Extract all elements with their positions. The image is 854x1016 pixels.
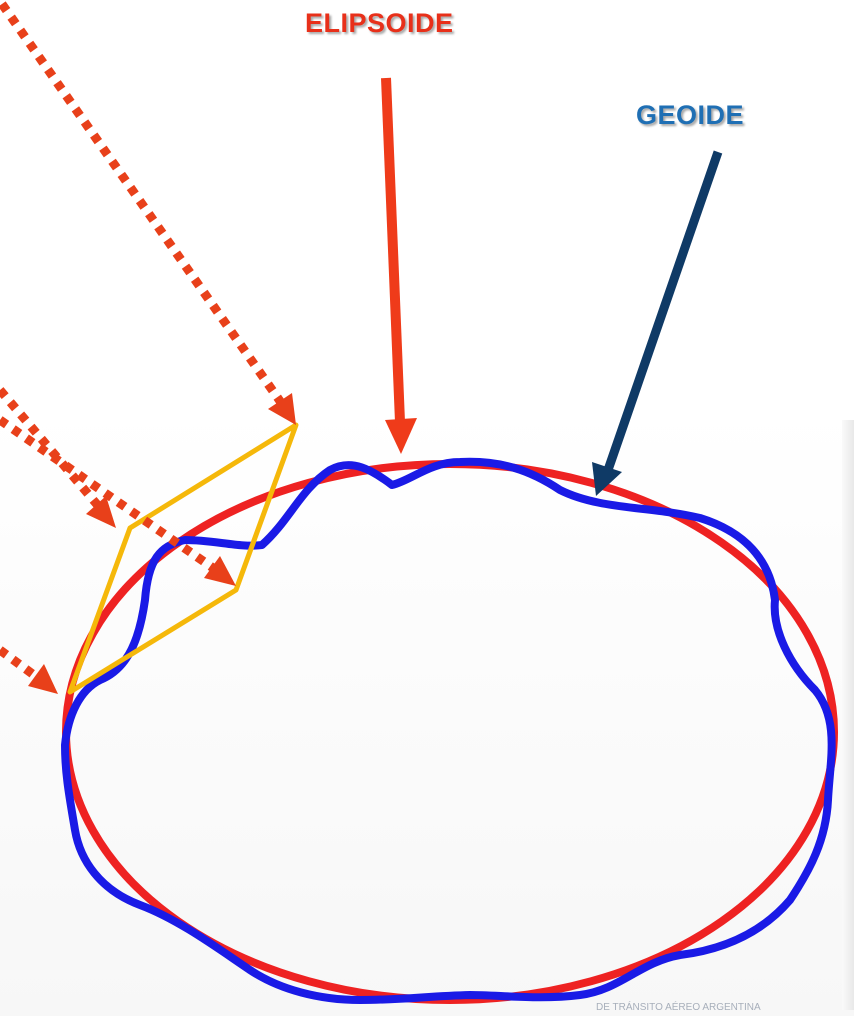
dotted-rays (0, 1, 296, 694)
dotted-ray-4 (0, 646, 41, 682)
background-strip (842, 420, 854, 1010)
ray-arrowhead-1 (268, 393, 296, 425)
geoid-label: GEOIDE (636, 100, 745, 130)
ray-arrowhead-4 (28, 664, 58, 694)
dotted-ray-2 (0, 387, 104, 511)
ellipsoid-arrow (381, 77, 417, 454)
dotted-ray-3 (0, 416, 219, 574)
tangent-plane (67, 422, 299, 695)
geoid-arrow (592, 150, 723, 496)
dotted-ray-1 (0, 1, 286, 407)
ray-arrowhead-2 (86, 496, 116, 528)
ellipsoid-label: ELIPSOIDE (305, 8, 454, 38)
watermark-text: DE TRÁNSITO AÉREO ARGENTINA (596, 1002, 761, 1013)
ellipsoid-arrowhead (385, 418, 417, 454)
geoid-curve (61, 457, 836, 1004)
geoid-arrowhead (592, 462, 622, 496)
ray-arrowhead-3 (204, 556, 236, 586)
